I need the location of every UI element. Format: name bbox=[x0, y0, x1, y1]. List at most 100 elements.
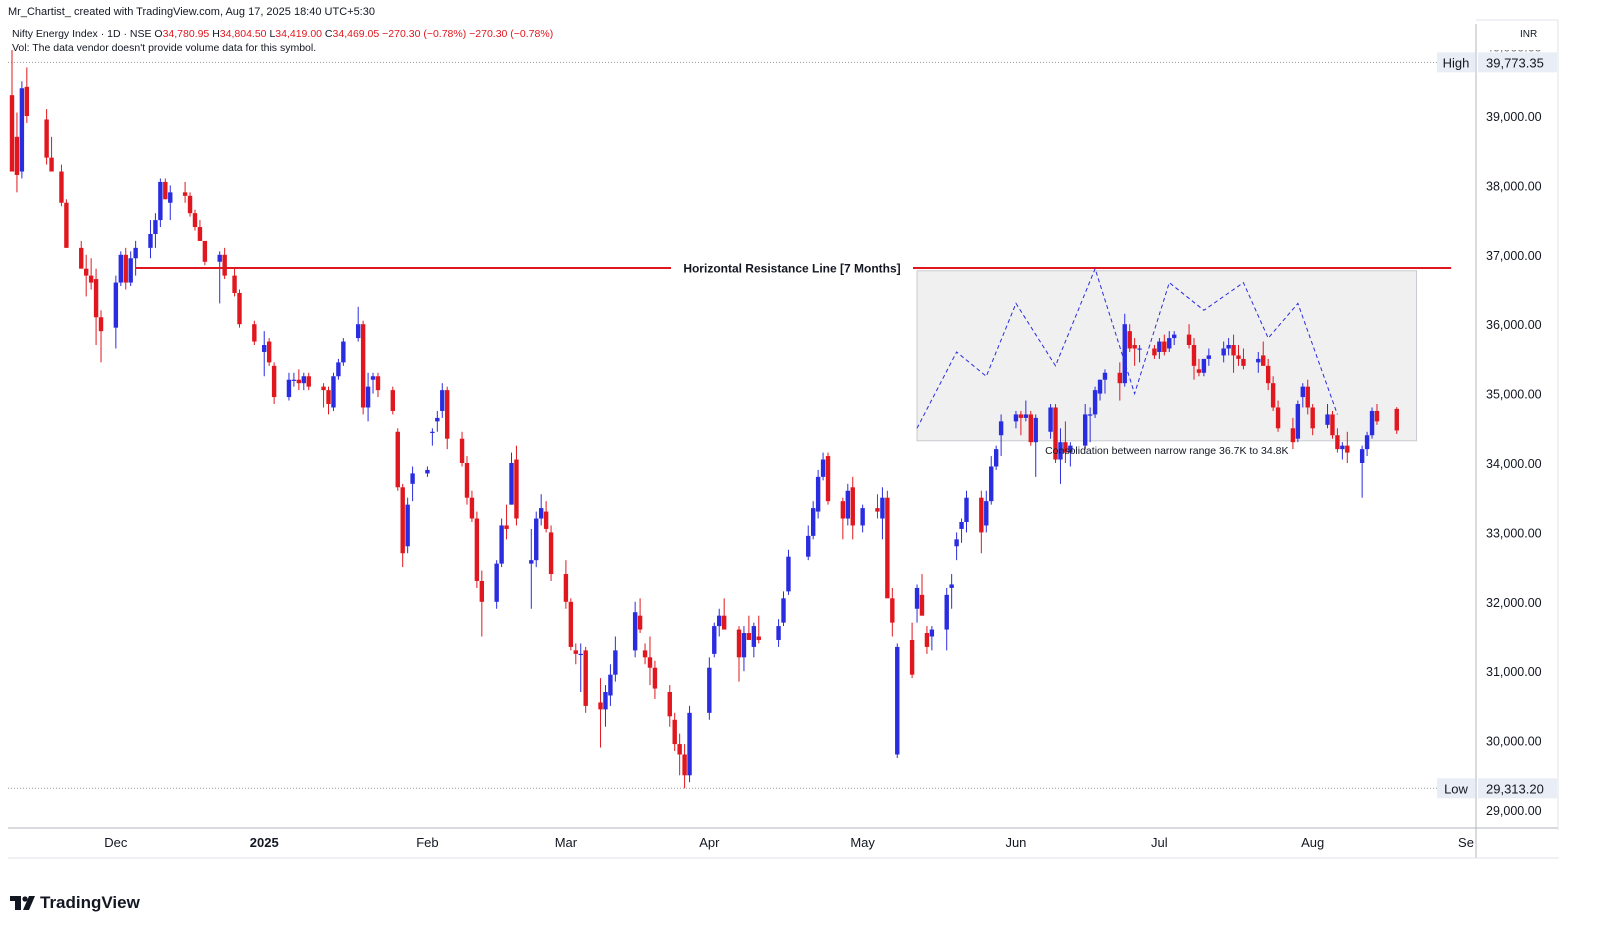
candle[interactable] bbox=[252, 320, 257, 346]
candle[interactable] bbox=[301, 372, 306, 391]
candle[interactable] bbox=[514, 445, 519, 526]
candle[interactable] bbox=[1270, 376, 1276, 411]
candle[interactable] bbox=[296, 369, 302, 391]
candle[interactable] bbox=[880, 487, 885, 540]
candle[interactable] bbox=[1221, 341, 1226, 363]
candle[interactable] bbox=[153, 213, 158, 248]
candle[interactable] bbox=[410, 466, 415, 502]
candle[interactable] bbox=[1290, 417, 1296, 450]
candle[interactable] bbox=[479, 570, 485, 637]
candle[interactable] bbox=[1231, 334, 1236, 373]
candle[interactable] bbox=[751, 622, 757, 658]
candle[interactable] bbox=[14, 112, 20, 193]
candle[interactable] bbox=[1167, 331, 1172, 352]
candle[interactable] bbox=[707, 657, 712, 720]
candle[interactable] bbox=[840, 497, 846, 540]
candle[interactable] bbox=[469, 490, 475, 522]
candle[interactable] bbox=[262, 331, 267, 377]
candle[interactable] bbox=[1028, 410, 1033, 446]
candle[interactable] bbox=[133, 240, 138, 276]
candle[interactable] bbox=[919, 574, 925, 616]
candle[interactable] bbox=[687, 705, 692, 783]
candle[interactable] bbox=[370, 372, 376, 394]
candle[interactable] bbox=[1152, 345, 1157, 359]
candle[interactable] bbox=[1137, 345, 1142, 363]
candle[interactable] bbox=[88, 258, 94, 290]
candle[interactable] bbox=[286, 372, 292, 401]
candle[interactable] bbox=[741, 626, 747, 672]
candle[interactable] bbox=[534, 511, 539, 568]
candle[interactable] bbox=[19, 81, 25, 179]
candle[interactable] bbox=[405, 497, 410, 554]
candle[interactable] bbox=[563, 560, 569, 609]
candle[interactable] bbox=[1023, 400, 1029, 422]
candle[interactable] bbox=[430, 428, 435, 446]
candle[interactable] bbox=[573, 643, 578, 665]
candle[interactable] bbox=[598, 678, 603, 748]
candle[interactable] bbox=[667, 685, 672, 727]
candle[interactable] bbox=[583, 646, 588, 713]
candle[interactable] bbox=[875, 494, 880, 519]
candle[interactable] bbox=[158, 178, 163, 228]
candle[interactable] bbox=[989, 456, 994, 505]
candle[interactable] bbox=[642, 643, 648, 665]
candle[interactable] bbox=[499, 518, 504, 568]
candle[interactable] bbox=[494, 560, 499, 609]
candle[interactable] bbox=[336, 358, 341, 380]
candle[interactable] bbox=[964, 490, 969, 533]
candle[interactable] bbox=[1048, 404, 1053, 439]
candle[interactable] bbox=[924, 626, 930, 654]
candle[interactable] bbox=[163, 178, 168, 200]
candle[interactable] bbox=[1058, 428, 1063, 484]
candle[interactable] bbox=[736, 626, 742, 682]
candle[interactable] bbox=[756, 615, 761, 644]
candle[interactable] bbox=[677, 733, 682, 776]
candle[interactable] bbox=[83, 254, 89, 297]
candle[interactable] bbox=[632, 601, 638, 658]
candle[interactable] bbox=[1196, 358, 1202, 377]
candle[interactable] bbox=[425, 466, 430, 477]
candle[interactable] bbox=[331, 372, 336, 411]
consolidation-rect[interactable] bbox=[916, 270, 1418, 442]
candle[interactable] bbox=[538, 494, 544, 526]
candle[interactable] bbox=[306, 372, 311, 391]
candle[interactable] bbox=[1127, 324, 1132, 352]
candle[interactable] bbox=[914, 584, 920, 623]
candle[interactable] bbox=[400, 483, 405, 568]
candle[interactable] bbox=[613, 636, 618, 682]
candle[interactable] bbox=[820, 452, 826, 481]
candle[interactable] bbox=[1102, 369, 1108, 394]
candle[interactable] bbox=[548, 525, 554, 581]
candle[interactable] bbox=[806, 525, 811, 561]
candle[interactable] bbox=[721, 598, 727, 630]
candle[interactable] bbox=[232, 268, 237, 297]
candle[interactable] bbox=[1053, 404, 1058, 463]
candle[interactable] bbox=[885, 490, 890, 599]
candle[interactable] bbox=[608, 664, 613, 706]
candle[interactable] bbox=[1082, 404, 1088, 450]
candle[interactable] bbox=[1172, 331, 1177, 346]
candle[interactable] bbox=[59, 164, 64, 207]
candle[interactable] bbox=[1330, 410, 1335, 439]
candle[interactable] bbox=[949, 574, 954, 609]
candle[interactable] bbox=[776, 619, 781, 647]
candle[interactable] bbox=[237, 289, 242, 328]
candle[interactable] bbox=[182, 181, 188, 203]
candle[interactable] bbox=[128, 251, 133, 287]
candle[interactable] bbox=[197, 220, 203, 241]
candle[interactable] bbox=[98, 310, 104, 363]
candle[interactable] bbox=[1132, 338, 1137, 366]
candle[interactable] bbox=[1275, 400, 1281, 432]
candle[interactable] bbox=[1226, 338, 1231, 356]
candle[interactable] bbox=[1394, 407, 1399, 434]
price-axis[interactable]: 29,000.00 30,000.00 31,000.00 32,000.00 33,0… bbox=[1437, 38, 1557, 818]
candle[interactable] bbox=[929, 626, 935, 651]
candle[interactable] bbox=[1117, 362, 1123, 401]
candle[interactable] bbox=[375, 372, 381, 398]
candle[interactable] bbox=[1335, 428, 1340, 453]
candle[interactable] bbox=[1325, 404, 1330, 429]
candle[interactable] bbox=[24, 67, 30, 123]
candle[interactable] bbox=[543, 501, 549, 533]
candle[interactable] bbox=[148, 220, 153, 259]
candle[interactable] bbox=[113, 275, 119, 349]
